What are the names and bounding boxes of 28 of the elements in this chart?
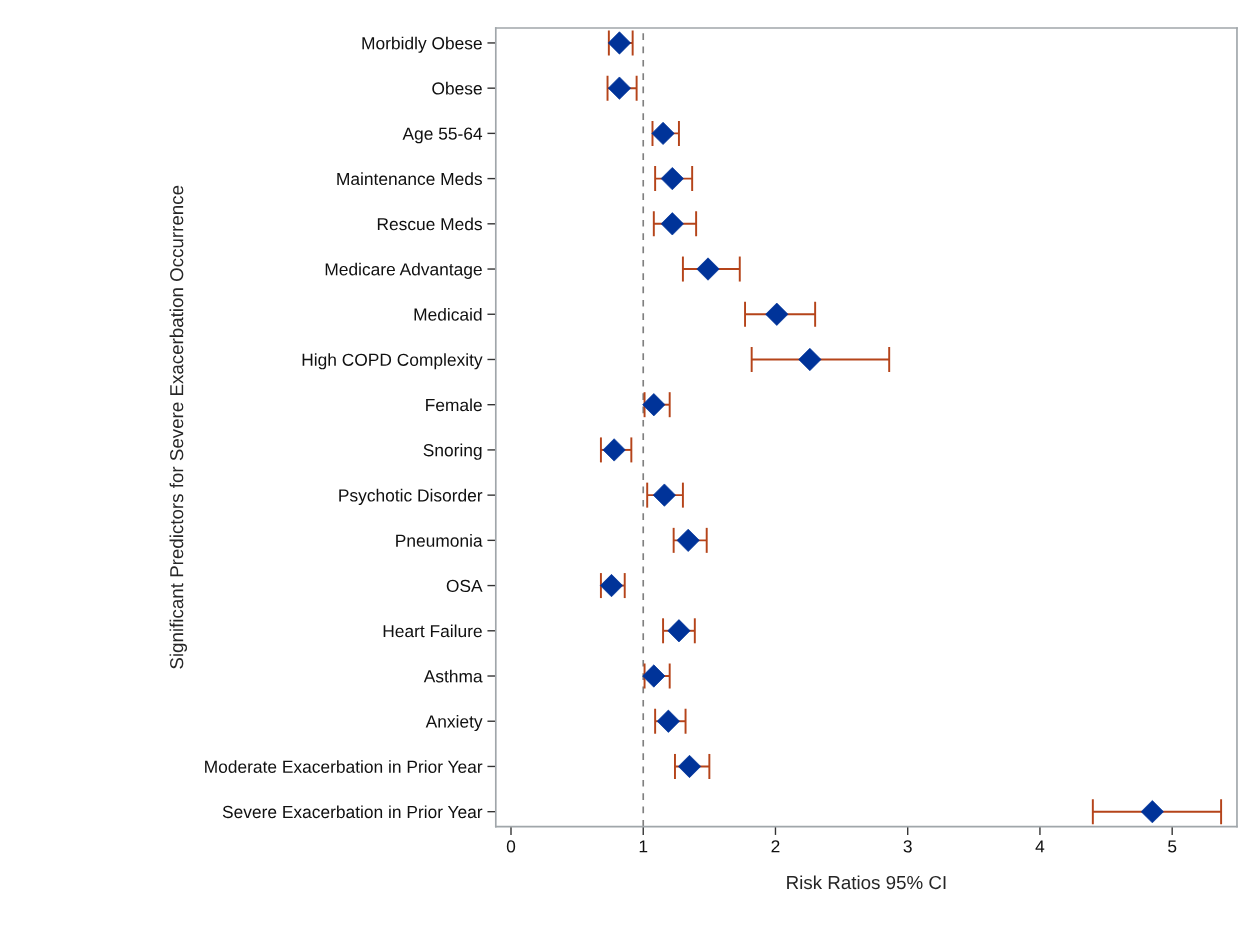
y-tick-label: Asthma <box>423 669 483 683</box>
y-tick-label: Snoring <box>423 443 482 460</box>
y-tick-label: Morbidly Obese <box>362 36 482 53</box>
x-tick-label: 1 <box>639 840 648 853</box>
y-tick-label: Heart Failure <box>383 624 482 638</box>
x-axis-title: Risk Ratios 95% CI <box>787 875 946 890</box>
y-tick-label: Female <box>426 398 482 412</box>
x-tick-label: 3 <box>903 840 912 853</box>
y-tick-label: Medicaid <box>414 307 482 321</box>
y-tick-label: High COPD Complexity <box>302 353 483 370</box>
y-tick-label: Anxiety <box>425 714 483 732</box>
y-axis-title: Significant Predictors for Severe Exacerbation Occurrence <box>169 185 188 669</box>
x-tick-label: 0 <box>506 840 516 853</box>
y-tick-label: Maintenance Meds <box>337 172 482 186</box>
point <box>642 393 666 417</box>
point <box>1140 800 1164 824</box>
x-tick-label: 4 <box>1035 840 1045 853</box>
y-tick-label: Psychotic Disorder <box>339 488 483 506</box>
y-tick-label: Age 55-64 <box>402 127 483 144</box>
y-tick-label: Pneumonia <box>396 534 483 547</box>
y-tick-label: Obese <box>432 81 482 95</box>
y-tick-label: OSA <box>446 579 483 593</box>
y-tick-label: Rescue Meds <box>377 217 482 231</box>
x-tick-label: 5 <box>1168 840 1177 853</box>
x-tick-label: 2 <box>771 840 780 853</box>
y-tick-label: Medicare Advantage <box>325 262 482 279</box>
y-tick-label: Severe Exacerbation in Prior Year <box>222 805 483 819</box>
y-tick-label: Moderate Exacerbation in Prior Year <box>205 760 483 773</box>
